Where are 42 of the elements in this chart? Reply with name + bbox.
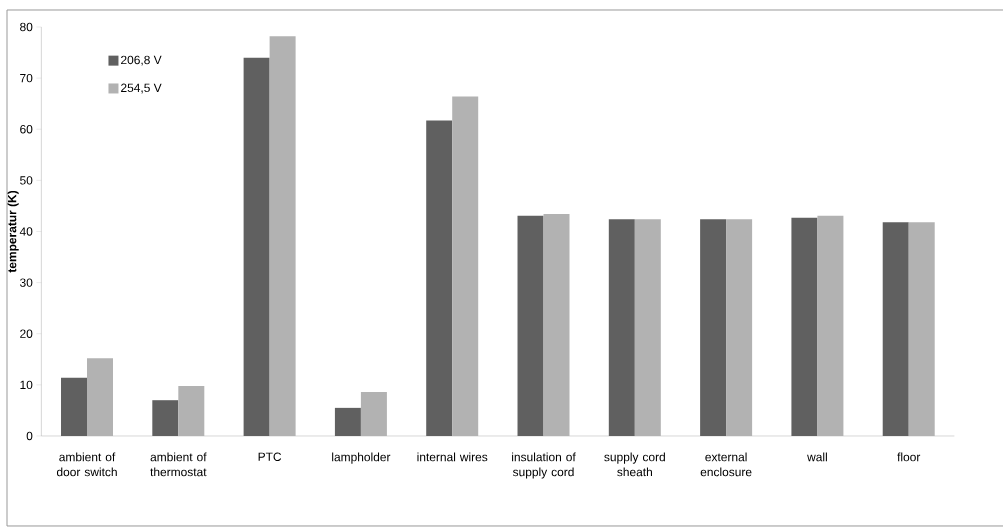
bar — [243, 57, 270, 436]
bar — [61, 377, 88, 436]
bar — [426, 120, 453, 436]
bar — [700, 219, 727, 436]
y-tick-label: 0 — [26, 431, 33, 441]
bar — [726, 219, 753, 436]
bar — [87, 358, 114, 436]
bar — [360, 392, 387, 436]
y-tick-label: 60 — [20, 125, 33, 134]
bar — [608, 219, 635, 436]
x-tick-label: external enclosure — [700, 452, 752, 477]
x-tick-label: wall — [807, 452, 827, 462]
legend-label: 254,5 V — [121, 83, 162, 94]
x-tick-label: lampholder — [332, 452, 391, 464]
y-tick-label: 10 — [20, 380, 33, 390]
bar — [178, 385, 205, 436]
x-tick-label: ambient of thermostat — [150, 452, 207, 477]
legend-label: 206,8 V — [121, 55, 162, 66]
y-tick-label: 30 — [20, 278, 33, 287]
x-tick-label: PTC — [258, 452, 282, 461]
y-tick-label: 70 — [20, 73, 33, 83]
x-tick-label: floor — [897, 452, 921, 462]
bar — [334, 407, 361, 436]
bar — [152, 400, 179, 436]
y-tick-label: 80 — [20, 22, 33, 32]
y-tick-label: 40 — [19, 227, 33, 236]
y-tick-label: 20 — [20, 329, 33, 338]
x-tick-label: supply cord sheath — [604, 452, 665, 477]
bar — [908, 222, 935, 436]
bar — [452, 96, 479, 436]
bar — [817, 215, 844, 436]
bar — [634, 219, 661, 436]
x-tick-label: ambient of door switch — [56, 452, 117, 477]
y-tick-label: 50 — [20, 176, 33, 185]
bar — [543, 214, 570, 436]
x-tick-label: insulation of supply cord — [512, 452, 576, 479]
bar — [791, 217, 818, 436]
y-axis-title: temperatur (K) — [7, 190, 19, 273]
bar — [517, 215, 544, 436]
x-tick-label: internal wires — [417, 452, 488, 462]
bar — [882, 222, 909, 436]
bar — [269, 36, 296, 436]
